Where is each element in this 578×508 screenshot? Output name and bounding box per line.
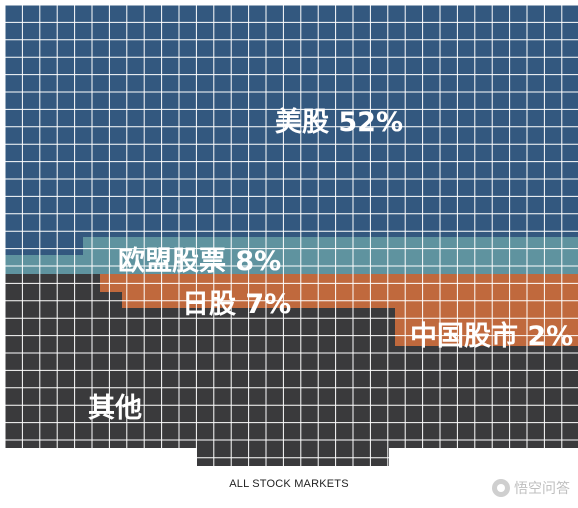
segment-label-2: 日股 7% <box>182 289 291 320</box>
segment-base-tab <box>197 448 389 466</box>
segment-1 <box>5 237 578 274</box>
segment-label-0: 美股 52% <box>275 106 403 138</box>
segment-2 <box>100 274 578 324</box>
segment-label-4: 其他 <box>88 393 142 424</box>
segment-0 <box>5 5 578 255</box>
waffle-chart: 美股 52% 欧盟股票 8% 日股 7% 中国股市 2% 其他 <box>4 4 578 466</box>
segment-label-3: 中国股市 2% <box>410 320 573 352</box>
wukong-logo-icon <box>492 479 510 497</box>
segment-label-1: 欧盟股票 8% <box>118 246 281 277</box>
grid-lines <box>4 4 578 466</box>
segment-4 <box>5 274 578 448</box>
watermark: 悟空问答 <box>492 478 570 498</box>
segment-3 <box>395 324 578 346</box>
chart-caption: ALL STOCK MARKETS <box>229 478 349 490</box>
watermark-text: 悟空问答 <box>514 481 570 497</box>
